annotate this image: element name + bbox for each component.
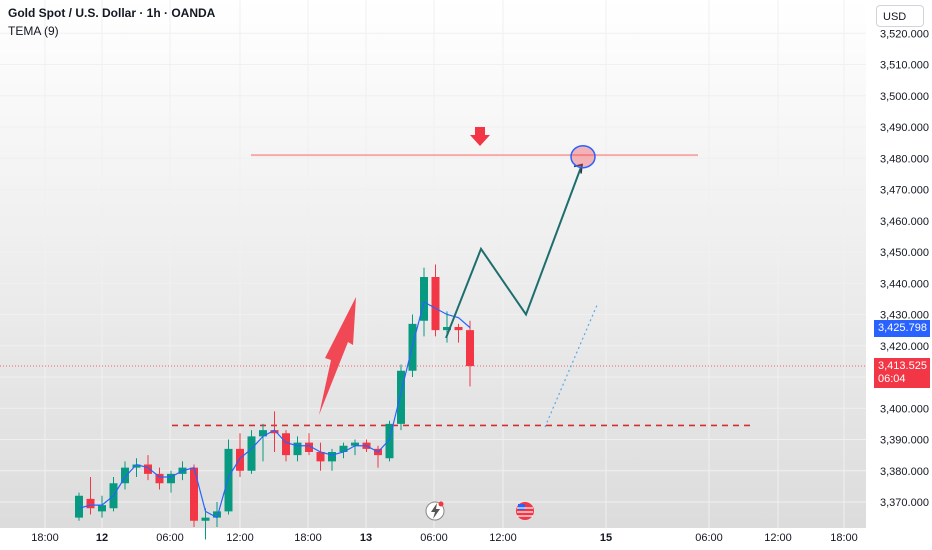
candle-body bbox=[144, 464, 152, 474]
candle-body bbox=[190, 467, 198, 521]
event-dot bbox=[438, 501, 444, 507]
y-tick-label: 3,500.000 bbox=[880, 91, 929, 103]
candle-body bbox=[224, 448, 233, 512]
candle-body bbox=[339, 445, 348, 452]
last-price-tag: 3,413.525 06:04 bbox=[874, 358, 930, 388]
candle-body bbox=[259, 430, 267, 437]
candle-body bbox=[328, 452, 336, 462]
grid bbox=[0, 0, 866, 528]
candle-body bbox=[132, 464, 141, 468]
candle-body bbox=[86, 498, 95, 509]
projection-path bbox=[445, 164, 583, 339]
x-tick-label: 13 bbox=[360, 532, 372, 544]
x-tick-label: 06:00 bbox=[156, 532, 184, 544]
y-tick-label: 3,480.000 bbox=[880, 153, 929, 165]
candle-body bbox=[75, 495, 83, 518]
countdown-value: 06:04 bbox=[878, 373, 906, 385]
last-price-value: 3,413.525 bbox=[878, 360, 927, 372]
target-circle bbox=[570, 144, 596, 169]
currency-button[interactable]: USD bbox=[876, 5, 924, 27]
candle-body bbox=[155, 473, 164, 484]
candle-body bbox=[121, 467, 129, 484]
x-tick-label: 12:00 bbox=[489, 532, 517, 544]
candle-body bbox=[431, 277, 440, 331]
candle-body bbox=[443, 327, 451, 331]
y-tick-label: 3,470.000 bbox=[880, 185, 929, 197]
candle-body bbox=[293, 442, 302, 456]
y-tick-label: 3,380.000 bbox=[880, 466, 929, 478]
candle-body bbox=[247, 436, 256, 471]
levels bbox=[0, 154, 866, 427]
annotations bbox=[319, 127, 596, 415]
dotted-projection bbox=[544, 304, 598, 428]
x-tick-label: 15 bbox=[600, 532, 612, 544]
us-flag-canton bbox=[518, 504, 525, 510]
tema-line bbox=[78, 301, 471, 519]
chart-background bbox=[0, 0, 866, 528]
y-tick-label: 3,490.000 bbox=[880, 122, 929, 134]
y-tick-label: 3,520.000 bbox=[880, 28, 929, 40]
y-tick-label: 3,450.000 bbox=[880, 247, 929, 259]
candle-body bbox=[351, 442, 359, 446]
candle-body bbox=[420, 277, 428, 321]
candle-body bbox=[270, 430, 279, 434]
x-tick-label: 12:00 bbox=[226, 532, 254, 544]
candle-body bbox=[201, 517, 210, 521]
chart-title: Gold Spot / U.S. Dollar · 1h · OANDA bbox=[8, 6, 216, 20]
y-tick-label: 3,400.000 bbox=[880, 403, 929, 415]
candle-body bbox=[282, 433, 290, 456]
candle-body bbox=[316, 452, 325, 462]
candle-body bbox=[236, 448, 244, 471]
x-tick-label: 12:00 bbox=[764, 532, 792, 544]
x-tick-label: 06:00 bbox=[695, 532, 723, 544]
x-tick-label: 18:00 bbox=[31, 532, 59, 544]
y-tick-label: 3,440.000 bbox=[880, 278, 929, 290]
y-tick-label: 3,510.000 bbox=[880, 60, 929, 72]
y-tick-label: 3,390.000 bbox=[880, 435, 929, 447]
lightning-glyph bbox=[431, 503, 440, 519]
bearish-arrow-marker bbox=[470, 127, 490, 146]
x-tick-label: 18:00 bbox=[830, 532, 858, 544]
events bbox=[425, 501, 534, 521]
candle-body bbox=[213, 511, 221, 518]
x-tick-label: 06:00 bbox=[420, 532, 448, 544]
candle-body bbox=[397, 370, 405, 424]
y-tick-label: 3,430.000 bbox=[880, 310, 929, 322]
bullish-arrow bbox=[319, 297, 356, 415]
x-tick-label: 18:00 bbox=[294, 532, 322, 544]
indicator-label[interactable]: TEMA (9) bbox=[8, 24, 59, 38]
candle-body bbox=[454, 327, 463, 331]
y-tick-label: 3,420.000 bbox=[880, 341, 929, 353]
tema-price-tag: 3,425.798 bbox=[874, 320, 930, 337]
tema-price-value: 3,425.798 bbox=[878, 322, 927, 334]
y-tick-label: 3,460.000 bbox=[880, 216, 929, 228]
x-axis[interactable]: 18:00 12 06:00 12:00 18:00 13 06:00 12:00 15 06:0… bbox=[31, 532, 858, 544]
y-tick-label: 3,370.000 bbox=[880, 497, 929, 509]
candle-body bbox=[98, 505, 106, 512]
y-axis[interactable]: 3,370.000 3,380.000 3,390.000 3,400.000 3,41… bbox=[880, 28, 929, 509]
candle-body bbox=[167, 473, 175, 484]
tema-polyline bbox=[78, 301, 471, 519]
x-tick-label: 12 bbox=[96, 532, 108, 544]
candle-body bbox=[305, 442, 313, 452]
candle-body bbox=[385, 423, 394, 459]
candle-body bbox=[466, 330, 474, 367]
